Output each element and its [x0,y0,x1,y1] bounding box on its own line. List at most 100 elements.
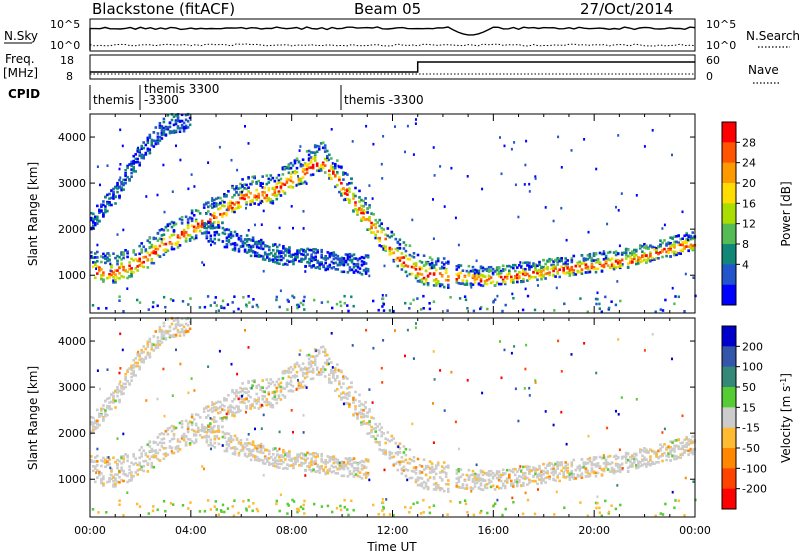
velocity-echo-point [673,450,676,453]
velocity-echo-point [223,416,226,419]
velocity-echo-point [239,441,243,445]
power-echo-point [610,264,614,267]
power-echo-point [100,255,103,258]
power-echo-point [170,130,174,133]
power-echo-point [344,253,348,256]
power-echo-point [160,137,164,140]
power-echo-point [442,257,446,260]
velocity-echo-point [685,442,688,445]
power-echo-point [120,186,123,189]
power-echo-point [207,205,210,209]
power-echo-point [302,227,305,230]
velocity-echo-point [298,455,301,458]
velocity-echo-point [536,482,539,486]
velocity-echo-point [184,435,188,438]
power-echo-point [685,233,688,237]
power-echo-point [444,261,448,265]
velocity-echo-point [378,422,381,426]
power-echo-point [374,222,377,226]
velocity-echo-point [284,451,287,455]
velocity-echo-point [311,377,315,380]
power-echo-point [102,278,105,281]
power-echo-point [251,244,255,248]
velocity-echo-point [455,472,459,475]
power-echo-point [249,191,252,195]
power-echo-point [166,127,170,131]
velocity-echo-point [475,475,479,479]
power-echo-point [276,245,279,249]
velocity-echo-point [154,330,158,333]
power-echo-point [251,200,254,204]
power-echo-point [548,257,551,261]
velocity-echo-point [302,503,305,507]
velocity-echo-point [255,449,259,453]
velocity-echo-point [309,377,313,381]
velocity-echo-point [396,453,400,456]
velocity-echo-point [136,463,139,467]
velocity-echo-point [296,510,299,514]
power-echo-point [174,120,178,124]
velocity-echo-point [132,475,135,478]
power-echo-point [154,245,158,249]
power-echo-point [261,193,264,197]
power-echo-point [260,199,263,203]
velocity-echo-point [261,459,265,462]
velocity-echo-point [516,482,519,485]
velocity-echo-point [194,430,198,434]
velocity-echo-point [152,454,156,457]
velocity-echo-point [132,453,135,456]
velocity-echo-point [321,367,325,370]
velocity-echo-point [126,370,129,374]
power-echo-point [245,238,249,241]
velocity-echo-point [231,452,235,455]
power-echo-point [594,297,598,301]
power-echo-point [489,281,493,285]
power-echo-point [259,238,263,242]
power-echo-point [324,256,327,259]
power-echo-point [225,243,229,246]
power-echo-point [294,255,297,259]
power-echo-point [398,243,402,246]
velocity-echo-point [136,469,139,472]
velocity-echo-point [98,473,101,477]
velocity-echo-point [190,428,194,432]
power-echo-point [414,268,418,271]
velocity-echo-point [295,370,299,374]
power-echo-point [138,264,141,267]
velocity-echo-point [320,458,323,461]
velocity-echo-point [514,473,517,477]
velocity-echo-point [124,376,127,379]
velocity-echo-point [215,430,219,433]
power-echo-point [152,139,156,142]
velocity-echo-point [622,455,626,459]
power-echo-point [606,264,610,267]
power-echo-point [300,257,303,261]
velocity-echo-point [645,465,648,468]
power-echo-point [276,255,279,259]
velocity-echo-point [328,373,331,377]
velocity-echo-point [641,449,644,452]
velocity-echo-point [689,451,693,454]
power-echo-point [466,175,469,178]
power-echo-point [154,139,158,143]
velocity-echo-point [269,405,273,408]
velocity-echo-point [491,484,495,488]
power-echo-point [595,167,598,171]
power-echo-point [162,253,166,256]
velocity-echo-point [313,359,317,363]
power-echo-point [586,267,590,271]
velocity-echo-point [152,343,156,346]
velocity-echo-point [586,471,590,475]
velocity-echo-point [673,439,676,442]
velocity-echo-point [126,474,129,478]
velocity-echo-point [297,507,300,511]
velocity-echo-point [309,363,313,366]
velocity-echo-point [400,460,404,463]
power-echo-point [343,294,346,298]
velocity-echo-point [466,511,469,514]
power-echo-point [140,251,143,254]
power-echo-point [217,207,220,211]
velocity-echo-point [635,457,638,461]
power-echo-point [298,149,301,152]
velocity-echo-point [263,448,267,452]
